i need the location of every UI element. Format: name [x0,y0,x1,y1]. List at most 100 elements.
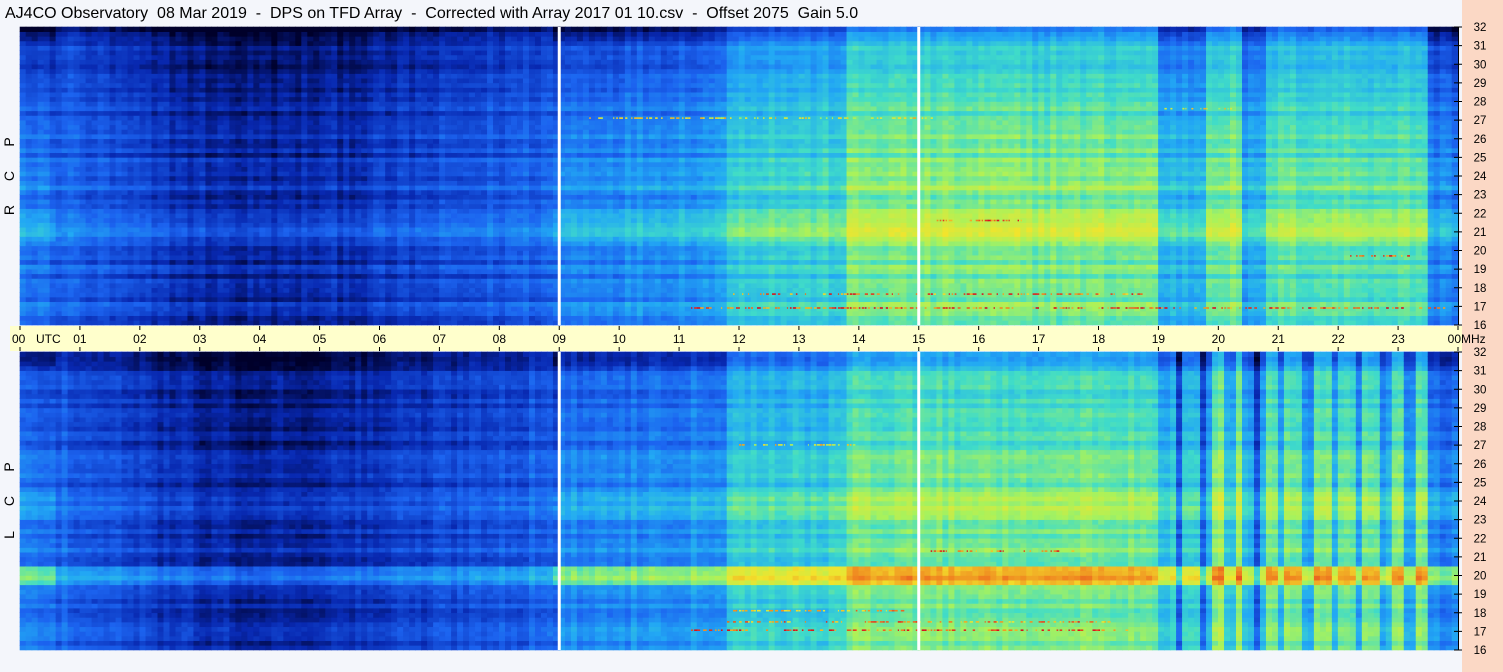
spectrogram-cell [91,82,99,88]
spectrogram-cell [463,96,470,102]
spectrogram-cell [277,115,284,121]
spectrogram-cell [163,175,171,181]
spectrogram-cell [415,287,422,293]
spectrogram-cell [253,287,260,293]
spectrogram-cell [91,119,99,126]
spectrogram-cell [121,264,129,270]
spectrogram-cell [325,124,332,130]
spectrogram-cell [421,77,428,84]
spectrogram-cell [127,250,135,256]
spectrogram-cell [475,320,482,326]
spectrogram-cell [139,189,147,195]
spectrogram-cell [19,124,27,130]
spectrogram-cell [133,306,141,312]
spectrogram-cell [31,87,39,93]
spectrogram-cell [109,119,117,126]
spectrogram-cell [253,254,260,261]
spectrogram-cell [31,26,39,32]
spectrogram-cell [103,87,111,93]
spectrogram-cell [49,287,57,293]
spectrogram-cell [385,315,392,321]
spectrogram-cell [25,36,33,42]
spectrogram-cell [265,82,272,88]
spectrogram-cell [253,73,260,79]
spectrogram-cell [235,138,242,144]
spectrogram-cell [271,147,278,154]
spectrogram-cell [313,245,320,251]
spectrogram-cell [139,217,147,223]
spectrogram-cell [79,217,87,223]
spectrogram-cell [199,315,207,321]
spectrogram-cell [343,310,350,316]
spectrogram-cell [19,315,27,321]
spectrogram-cell [265,217,272,223]
spectrogram-cell [97,36,105,42]
spectrogram-cell [67,77,75,84]
spectrogram-cell [349,185,356,191]
spectrogram-cell [19,268,27,275]
spectrogram-cell [67,63,75,70]
spectrogram-cell [241,180,248,186]
spectrogram-cell [409,301,416,307]
spectrogram-cell [169,63,177,70]
spectrogram-cell [439,68,446,74]
spectrogram-cell [73,315,81,321]
spectrogram-cell [235,45,242,51]
spectrogram-cell [385,26,392,32]
spectrogram-cell [475,133,482,140]
spectrogram-cell [433,226,440,233]
spectrogram-cell [451,166,458,172]
spectrogram-cell [37,222,45,228]
spectrogram-cell [115,124,123,130]
spectrogram-cell [265,63,272,70]
spectrogram-cell [397,185,404,191]
spectrogram-cell [31,138,39,144]
spectrogram-cell [151,194,159,200]
spectrogram-cell [241,287,248,293]
spectrogram-cell [445,82,452,88]
spectrogram-cell [355,101,362,107]
spectrogram-cell [163,236,171,242]
spectrogram-cell [385,231,392,237]
spectrogram-cell [343,185,350,191]
spectrogram-cell [361,226,368,233]
spectrogram-cell [463,301,470,307]
spectrogram-cell [361,157,368,163]
spectrogram-cell [157,292,165,298]
spectrogram-cell [475,203,482,209]
spectrogram-cell [337,59,344,65]
spectrogram-cell [475,26,482,32]
spectrogram-cell [271,82,278,88]
spectrogram-cell [277,105,284,112]
spectrogram-cell [349,231,356,237]
spectrogram-cell [475,157,482,163]
spectrogram-cell [271,59,278,65]
spectrogram-cell [19,73,27,79]
spectrogram-cell [379,203,386,209]
spectrogram-cell [481,296,488,303]
spectrogram-cell [121,133,129,140]
spectrogram-cell [133,59,141,65]
spectrogram-cell [121,250,129,256]
spectrogram-cell [361,273,368,279]
spectrogram-cell [265,212,272,219]
spectrogram-cell [19,171,27,177]
spectrogram-cell [403,138,410,144]
spectrogram-cell [451,73,458,79]
spectrogram-cell [193,231,201,237]
spectrogram-cell [235,226,242,233]
spectrogram-cell [481,264,488,270]
spectrogram-cell [43,259,51,265]
spectrogram-cell [67,157,75,163]
spectrogram-cell [133,63,141,70]
spectrogram-cell [163,152,171,158]
spectrogram-cell [145,171,153,177]
spectrogram-cell [469,240,476,247]
spectrogram-cell [469,26,476,32]
spectrogram-cell [169,180,177,186]
spectrogram-cell [265,278,272,284]
spectrogram-cell [31,105,39,112]
spectrogram-cell [319,40,326,46]
spectrogram-cell [109,105,117,112]
spectrogram-cell [349,194,356,200]
